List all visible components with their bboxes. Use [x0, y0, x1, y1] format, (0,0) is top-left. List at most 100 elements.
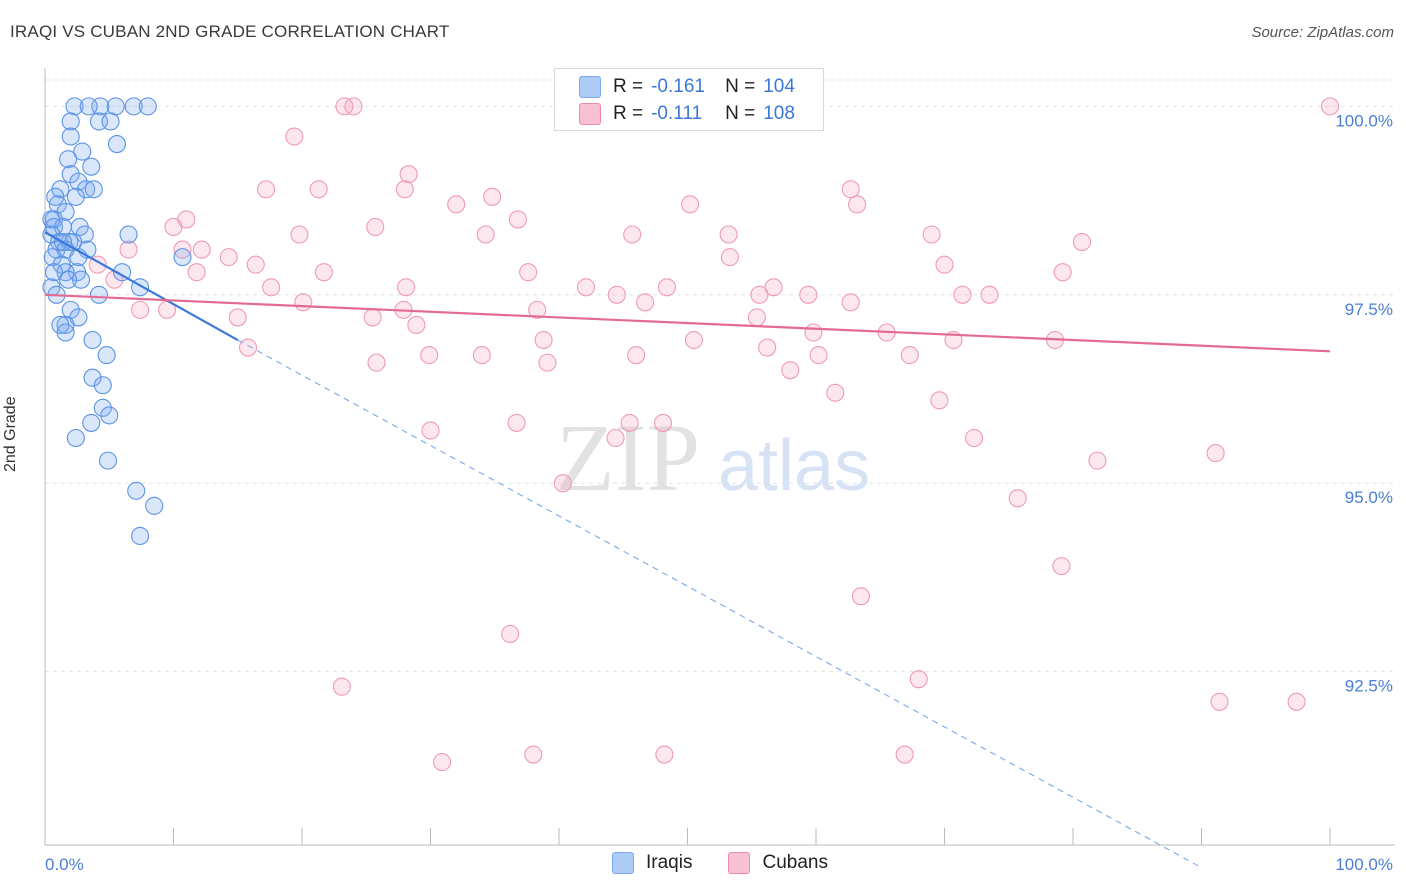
cubans-point: [483, 187, 502, 206]
legend-item-cubans[interactable]: Cubans: [728, 852, 828, 874]
iraqis-point: [59, 150, 78, 169]
iraqis-point: [61, 112, 80, 131]
legend-n-label: N =: [725, 103, 756, 124]
iraqis-point: [98, 451, 118, 470]
y-tick-label: 95.0%: [1345, 488, 1393, 507]
cubans-point: [219, 248, 238, 267]
cubans-point: [804, 323, 823, 342]
cubans-point: [433, 753, 452, 772]
cubans-point: [262, 278, 281, 297]
legend-r-value-cubans: -0.111: [651, 103, 703, 124]
cubans-point: [720, 248, 739, 267]
iraqis-point: [145, 496, 164, 515]
iraqis-point: [71, 270, 91, 289]
iraqis-point: [65, 97, 84, 116]
iraqis-point: [61, 127, 80, 146]
iraqis-point: [84, 180, 103, 199]
iraqis-point: [93, 376, 112, 395]
cubans-point: [922, 225, 941, 244]
cubans-point: [1210, 692, 1229, 711]
cubans-point: [900, 346, 919, 365]
cubans-point: [1206, 444, 1225, 463]
cubans-point: [524, 745, 543, 764]
cubans-point: [1287, 692, 1306, 711]
iraqis-point: [82, 157, 101, 176]
cubans-point: [1088, 451, 1107, 470]
iraqis-point: [66, 428, 85, 448]
legend-swatch-cubans: [728, 852, 751, 874]
cubans-point: [684, 330, 703, 350]
iraqis-point: [93, 398, 112, 417]
cubans-point: [399, 165, 418, 184]
iraqis-trend-line: [44, 231, 239, 341]
legend-item-iraqis[interactable]: Iraqis: [612, 852, 692, 874]
legend-r-label: R =: [613, 76, 644, 97]
legend-swatch-cubans: [579, 103, 601, 125]
cubans-point: [1052, 557, 1071, 576]
cubans-point: [553, 474, 572, 493]
stats-legend: R = -0.161 N = 104 R = -0.111 N = 108: [554, 68, 824, 131]
iraqis-point: [46, 187, 65, 206]
iraqis-point: [138, 97, 157, 116]
cubans-point: [508, 210, 527, 229]
iraqis-point: [61, 165, 80, 184]
cubans-point: [606, 428, 625, 448]
iraqis-point: [66, 187, 85, 206]
cubans-point: [935, 255, 954, 274]
cubans-point: [576, 278, 596, 297]
cubans-point: [238, 338, 258, 357]
legend-r-label: R =: [613, 103, 644, 124]
cubans-point: [623, 225, 642, 244]
iraqis-point: [97, 346, 116, 365]
cubans-point: [397, 278, 416, 297]
cubans-point: [294, 293, 313, 312]
watermark-zip: ZIP: [556, 404, 700, 511]
cubans-point: [309, 180, 328, 199]
cubans-point: [841, 180, 860, 199]
cubans-point: [909, 670, 928, 689]
cubans-point: [848, 195, 867, 214]
cubans-point: [421, 421, 440, 440]
iraqis-point: [44, 263, 64, 282]
cubans-point: [1072, 232, 1092, 252]
cubans-series: [88, 97, 1340, 772]
legend-n-label: N =: [725, 76, 756, 97]
cubans-point: [447, 195, 466, 214]
cubans-point: [332, 677, 351, 696]
iraqis-point: [131, 526, 150, 546]
cubans-point: [314, 263, 333, 282]
cubans-point: [395, 180, 414, 199]
cubans-point: [965, 428, 984, 448]
y-tick-label: 92.5%: [1345, 677, 1393, 696]
cubans-point: [750, 285, 769, 304]
iraqis-trend-extension: [237, 339, 1202, 869]
cubans-point: [980, 285, 999, 304]
cubans-trend-line: [44, 293, 1331, 353]
watermark-atlas: atlas: [718, 426, 870, 506]
trend-lines: [44, 231, 1331, 869]
cubans-point: [528, 300, 547, 319]
y-tick-labels: 92.5% 95.0% 97.5% 100.0%: [1335, 111, 1393, 695]
cubans-point: [192, 240, 211, 259]
legend-label-cubans: Cubans: [762, 852, 828, 873]
cubans-point: [809, 346, 828, 365]
cubans-point: [256, 180, 276, 199]
cubans-point: [246, 255, 265, 274]
iraqis-point: [83, 368, 102, 387]
cubans-point: [930, 391, 949, 410]
cubans-point: [758, 338, 777, 357]
iraqis-point: [79, 97, 98, 116]
cubans-point: [366, 217, 385, 237]
cubans-point: [799, 285, 818, 304]
iraqis-series: [42, 97, 192, 546]
cubans-point: [681, 195, 700, 214]
iraqis-point: [124, 97, 143, 116]
iraqis-point: [56, 323, 75, 342]
cubans-point: [953, 285, 972, 304]
chart-title: IRAQI VS CUBAN 2ND GRADE CORRELATION CHA…: [10, 22, 450, 41]
legend-swatch-iraqis: [612, 852, 634, 874]
x-tick-label: 0.0%: [45, 855, 84, 874]
cubans-point: [841, 293, 860, 312]
legend-swatch-iraqis: [579, 76, 601, 98]
